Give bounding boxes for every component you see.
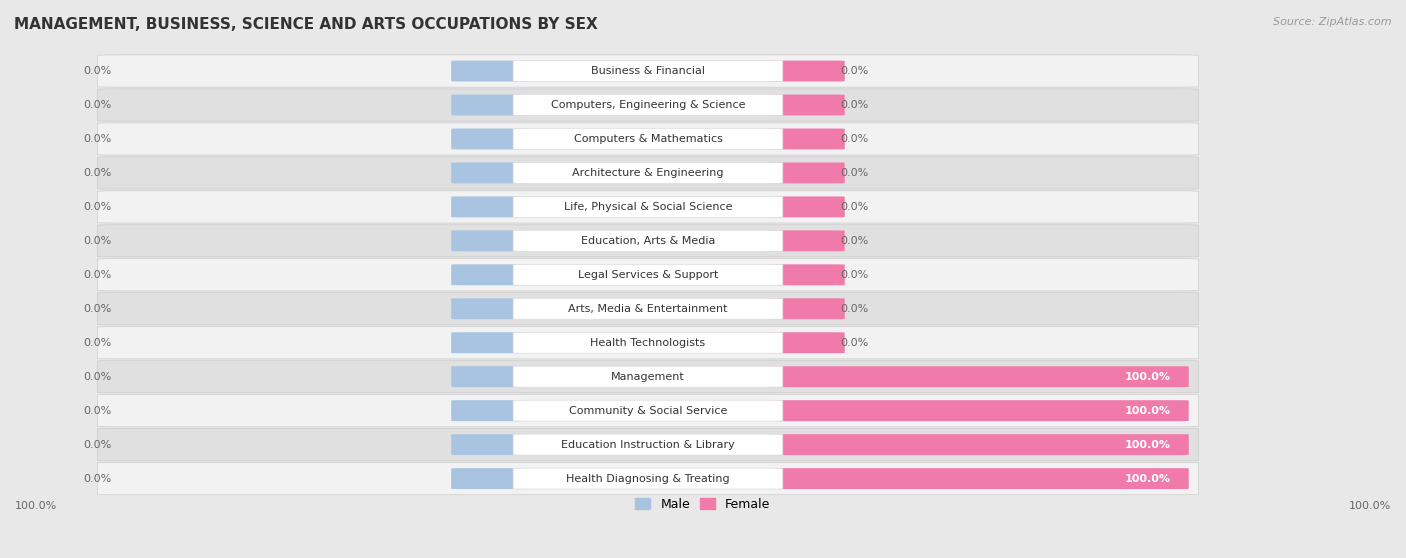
Text: 0.0%: 0.0%	[83, 406, 111, 416]
FancyBboxPatch shape	[513, 434, 783, 455]
FancyBboxPatch shape	[768, 264, 845, 285]
Text: 0.0%: 0.0%	[841, 134, 869, 144]
Text: 100.0%: 100.0%	[1125, 372, 1171, 382]
FancyBboxPatch shape	[768, 434, 1188, 455]
FancyBboxPatch shape	[97, 326, 1198, 359]
Text: 100.0%: 100.0%	[1348, 501, 1391, 511]
FancyBboxPatch shape	[451, 434, 529, 455]
Text: Legal Services & Support: Legal Services & Support	[578, 270, 718, 280]
Text: 100.0%: 100.0%	[15, 501, 58, 511]
Text: 0.0%: 0.0%	[83, 66, 111, 76]
FancyBboxPatch shape	[97, 395, 1198, 427]
FancyBboxPatch shape	[768, 230, 845, 251]
Text: Business & Financial: Business & Financial	[591, 66, 704, 76]
Text: Health Diagnosing & Treating: Health Diagnosing & Treating	[567, 474, 730, 484]
FancyBboxPatch shape	[97, 157, 1198, 189]
Text: 0.0%: 0.0%	[841, 236, 869, 246]
FancyBboxPatch shape	[768, 468, 1188, 489]
Text: Community & Social Service: Community & Social Service	[569, 406, 727, 416]
FancyBboxPatch shape	[451, 332, 529, 353]
Text: 0.0%: 0.0%	[83, 270, 111, 280]
Text: MANAGEMENT, BUSINESS, SCIENCE AND ARTS OCCUPATIONS BY SEX: MANAGEMENT, BUSINESS, SCIENCE AND ARTS O…	[14, 17, 598, 32]
FancyBboxPatch shape	[513, 61, 783, 81]
Text: 0.0%: 0.0%	[841, 100, 869, 110]
FancyBboxPatch shape	[513, 230, 783, 251]
FancyBboxPatch shape	[451, 196, 529, 218]
Text: 0.0%: 0.0%	[83, 202, 111, 212]
FancyBboxPatch shape	[451, 400, 529, 421]
FancyBboxPatch shape	[513, 128, 783, 150]
Text: 100.0%: 100.0%	[1125, 474, 1171, 484]
Text: 0.0%: 0.0%	[841, 202, 869, 212]
Text: 0.0%: 0.0%	[83, 474, 111, 484]
FancyBboxPatch shape	[513, 299, 783, 319]
Text: 0.0%: 0.0%	[841, 270, 869, 280]
Text: 0.0%: 0.0%	[83, 134, 111, 144]
Text: 100.0%: 100.0%	[1125, 440, 1171, 450]
FancyBboxPatch shape	[451, 94, 529, 116]
FancyBboxPatch shape	[768, 128, 845, 150]
Text: 0.0%: 0.0%	[841, 304, 869, 314]
FancyBboxPatch shape	[768, 366, 1188, 387]
FancyBboxPatch shape	[451, 162, 529, 184]
FancyBboxPatch shape	[451, 299, 529, 319]
FancyBboxPatch shape	[97, 191, 1198, 223]
Text: Arts, Media & Entertainment: Arts, Media & Entertainment	[568, 304, 728, 314]
Text: Education Instruction & Library: Education Instruction & Library	[561, 440, 735, 450]
Text: 100.0%: 100.0%	[1125, 406, 1171, 416]
FancyBboxPatch shape	[513, 332, 783, 353]
FancyBboxPatch shape	[513, 94, 783, 116]
Text: 0.0%: 0.0%	[841, 66, 869, 76]
FancyBboxPatch shape	[451, 468, 529, 489]
FancyBboxPatch shape	[513, 366, 783, 387]
FancyBboxPatch shape	[768, 61, 845, 81]
FancyBboxPatch shape	[451, 230, 529, 251]
FancyBboxPatch shape	[513, 196, 783, 218]
FancyBboxPatch shape	[97, 360, 1198, 393]
Text: Computers, Engineering & Science: Computers, Engineering & Science	[551, 100, 745, 110]
Text: 0.0%: 0.0%	[83, 338, 111, 348]
Text: 0.0%: 0.0%	[841, 168, 869, 178]
FancyBboxPatch shape	[451, 264, 529, 285]
FancyBboxPatch shape	[768, 94, 845, 116]
FancyBboxPatch shape	[768, 332, 845, 353]
Text: 0.0%: 0.0%	[83, 440, 111, 450]
Text: Management: Management	[612, 372, 685, 382]
FancyBboxPatch shape	[513, 468, 783, 489]
Text: 0.0%: 0.0%	[83, 372, 111, 382]
FancyBboxPatch shape	[768, 162, 845, 184]
Text: 0.0%: 0.0%	[83, 304, 111, 314]
FancyBboxPatch shape	[97, 463, 1198, 495]
FancyBboxPatch shape	[513, 264, 783, 285]
Legend: Male, Female: Male, Female	[630, 493, 776, 516]
FancyBboxPatch shape	[513, 162, 783, 184]
Text: 0.0%: 0.0%	[841, 338, 869, 348]
FancyBboxPatch shape	[451, 366, 529, 387]
FancyBboxPatch shape	[768, 400, 1188, 421]
Text: Source: ZipAtlas.com: Source: ZipAtlas.com	[1274, 17, 1392, 27]
Text: Architecture & Engineering: Architecture & Engineering	[572, 168, 724, 178]
FancyBboxPatch shape	[768, 299, 845, 319]
FancyBboxPatch shape	[97, 123, 1198, 155]
Text: 0.0%: 0.0%	[83, 236, 111, 246]
FancyBboxPatch shape	[97, 429, 1198, 461]
FancyBboxPatch shape	[97, 259, 1198, 291]
Text: Education, Arts & Media: Education, Arts & Media	[581, 236, 716, 246]
FancyBboxPatch shape	[97, 89, 1198, 121]
Text: Health Technologists: Health Technologists	[591, 338, 706, 348]
FancyBboxPatch shape	[451, 128, 529, 150]
FancyBboxPatch shape	[97, 225, 1198, 257]
Text: 0.0%: 0.0%	[83, 100, 111, 110]
Text: Computers & Mathematics: Computers & Mathematics	[574, 134, 723, 144]
FancyBboxPatch shape	[451, 61, 529, 81]
FancyBboxPatch shape	[97, 292, 1198, 325]
FancyBboxPatch shape	[513, 400, 783, 421]
FancyBboxPatch shape	[97, 55, 1198, 87]
Text: Life, Physical & Social Science: Life, Physical & Social Science	[564, 202, 733, 212]
FancyBboxPatch shape	[768, 196, 845, 218]
Text: 0.0%: 0.0%	[83, 168, 111, 178]
